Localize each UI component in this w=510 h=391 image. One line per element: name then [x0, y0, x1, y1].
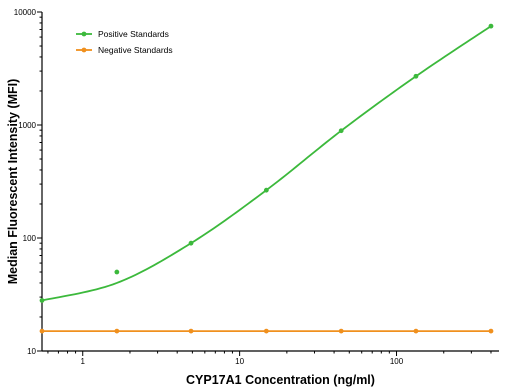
positive-data-point [188, 240, 194, 246]
axes: 10 100 1000 10000 1 10 100 [14, 8, 499, 366]
x-tick-label: 1 [81, 357, 86, 366]
positive-fit-curve [41, 25, 492, 302]
legend-label: Negative Standards [98, 45, 173, 55]
positive-data-point [263, 187, 269, 193]
positive-data-point [338, 128, 344, 134]
legend-swatch-marker [81, 47, 87, 53]
negative-data-point [188, 328, 194, 334]
negative-data-point [114, 328, 120, 334]
x-axis-title: CYP17A1 Concentration (ng/ml) [186, 373, 375, 387]
negative-data-point [488, 328, 494, 334]
x-tick-label: 100 [390, 357, 404, 366]
legend-label: Positive Standards [98, 29, 169, 39]
positive-data-point [413, 73, 419, 79]
legend: Positive Standards Negative Standards [76, 29, 173, 55]
legend-swatch-marker [81, 31, 87, 37]
negative-data-point [338, 328, 344, 334]
positive-data-point [488, 23, 494, 29]
y-tick-label: 10000 [14, 8, 37, 17]
positive-data-point [114, 269, 120, 275]
series-layer [39, 23, 494, 334]
x-tick-label: 10 [235, 357, 244, 366]
positive-data-point [39, 298, 45, 303]
y-tick-label: 10 [27, 347, 36, 356]
y-tick-label: 1000 [18, 121, 36, 130]
negative-data-point [263, 328, 269, 334]
negative-data-point [39, 328, 45, 334]
series-positive-standards [39, 23, 494, 303]
negative-data-point [413, 328, 419, 334]
y-axis-title: Median Fluorescent Intensity (MFI) [6, 79, 20, 285]
series-negative-standards [39, 328, 494, 334]
y-tick-label: 100 [23, 234, 37, 243]
